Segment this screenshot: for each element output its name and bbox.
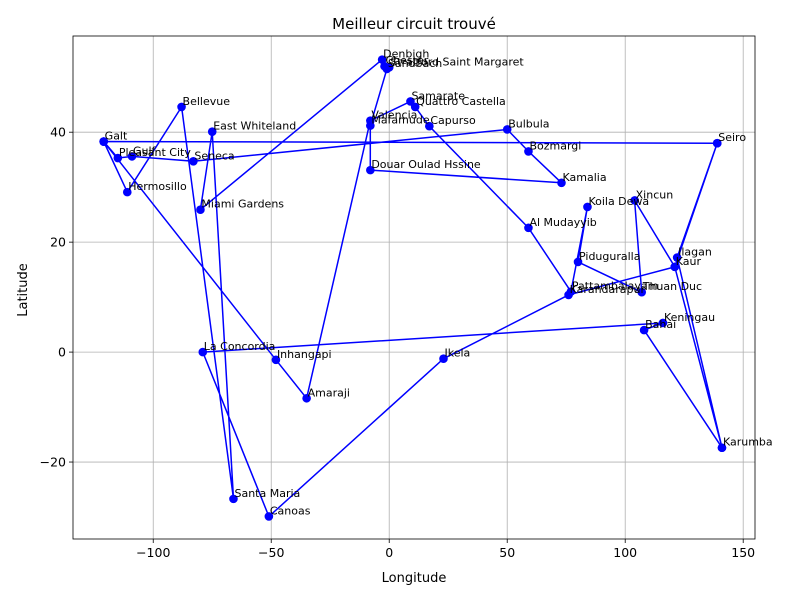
y-tick-label: 20 [50, 235, 66, 250]
city-label: Thuan Duc [642, 280, 702, 293]
city-label: Keningau [664, 311, 715, 324]
city-marker [122, 187, 132, 197]
city-marker [557, 178, 566, 188]
city-marker [189, 157, 198, 166]
city-marker [639, 325, 649, 335]
city-label: Bahai [645, 318, 676, 331]
y-axis-title: Latitude [16, 263, 31, 317]
y-tick-label: 40 [50, 125, 66, 140]
city-marker [302, 393, 311, 403]
city-label: Galt [105, 130, 128, 143]
x-tick-label: 0 [385, 545, 393, 560]
city-label: Hermosillo [128, 180, 187, 193]
city-label: Sandbach [388, 57, 442, 70]
city-label: Bozmargi [529, 139, 581, 152]
city-marker [99, 137, 108, 146]
city-label: La Concordia [204, 340, 276, 353]
city-marker [366, 165, 375, 175]
city-marker [524, 147, 533, 156]
city-marker [658, 318, 668, 328]
city-label: Xincun [636, 188, 674, 201]
city-label: Miami Gardens [201, 198, 284, 211]
city-label: Samarate [411, 89, 465, 102]
city-label: Seneca [194, 149, 234, 162]
chart-title: Meilleur circuit trouvé [332, 15, 496, 33]
city-marker [271, 355, 281, 365]
city-label: Mafamude [371, 114, 430, 127]
city-label: East Whiteland [213, 120, 296, 133]
city-label: Douar Oulad Hssine [371, 158, 481, 171]
city-marker [439, 354, 448, 363]
series-layer [99, 55, 727, 521]
city-label: Inhangapi [277, 348, 332, 361]
plot-frame [72, 35, 756, 540]
city-marker [712, 138, 722, 148]
y-tick-label: 0 [58, 345, 66, 360]
city-marker [113, 153, 123, 163]
city-label: Koila Dewa [588, 195, 649, 208]
x-tick-label: −100 [136, 545, 170, 560]
city-marker [524, 223, 533, 233]
city-marker [127, 152, 137, 161]
x-axis-title: Longitude [382, 571, 447, 586]
city-label: Pattambalayam [572, 280, 658, 293]
city-label: Santa Maria [234, 487, 300, 500]
city-marker [630, 196, 639, 205]
city-label: Quattro Castella [416, 95, 506, 108]
city-marker [583, 202, 592, 212]
city-label: Denbigh [383, 48, 429, 61]
city-label: Kamalia [562, 171, 606, 184]
city-label: Karumba [723, 436, 773, 449]
city-label: Ikela [444, 347, 470, 360]
city-marker [196, 205, 205, 215]
city-label: Stratford Saint Margaret [390, 55, 524, 68]
city-label: Bulbula [508, 117, 549, 130]
city-label: Pleasant City [119, 146, 192, 159]
city-label: Ilagan [678, 246, 712, 259]
city-marker [177, 102, 186, 112]
city-label: Canoas [270, 504, 311, 517]
city-label: Seiro [718, 131, 746, 144]
x-tick-label: 50 [499, 545, 515, 560]
city-label: Chester [386, 54, 429, 67]
x-tick-label: 100 [613, 545, 637, 560]
city-label: Kaur [676, 255, 702, 268]
city-marker [637, 287, 647, 297]
city-marker [672, 253, 682, 262]
city-marker [264, 512, 274, 521]
city-label: Al Mudayyib [529, 216, 596, 229]
x-tick-label: −50 [258, 545, 284, 560]
city-marker [366, 121, 375, 130]
city-marker [229, 494, 238, 504]
city-label: Piduguralla [579, 250, 640, 263]
x-tick-label: 150 [731, 545, 755, 560]
city-marker [377, 55, 387, 64]
city-marker [382, 64, 392, 74]
city-marker [670, 262, 680, 272]
city-label: Capurso [430, 114, 476, 127]
city-marker [564, 290, 573, 300]
city-marker [425, 121, 434, 131]
city-marker [198, 347, 208, 357]
city-marker [717, 443, 727, 453]
y-tick-label: −20 [40, 455, 66, 470]
city-label: Gulf [133, 144, 157, 157]
city-label: Valencia [371, 109, 417, 122]
city-label: Karandarapur [570, 283, 646, 296]
city-marker [502, 125, 512, 134]
city-marker [573, 257, 583, 267]
city-label: Bellevue [183, 95, 231, 108]
city-marker [406, 97, 415, 106]
tick-layer: −100 −50 0 50 100 150 −20 0 20 40 [40, 125, 756, 560]
grid-layer [73, 36, 755, 539]
city-label: Amaraji [308, 386, 350, 399]
city-marker [207, 127, 217, 136]
